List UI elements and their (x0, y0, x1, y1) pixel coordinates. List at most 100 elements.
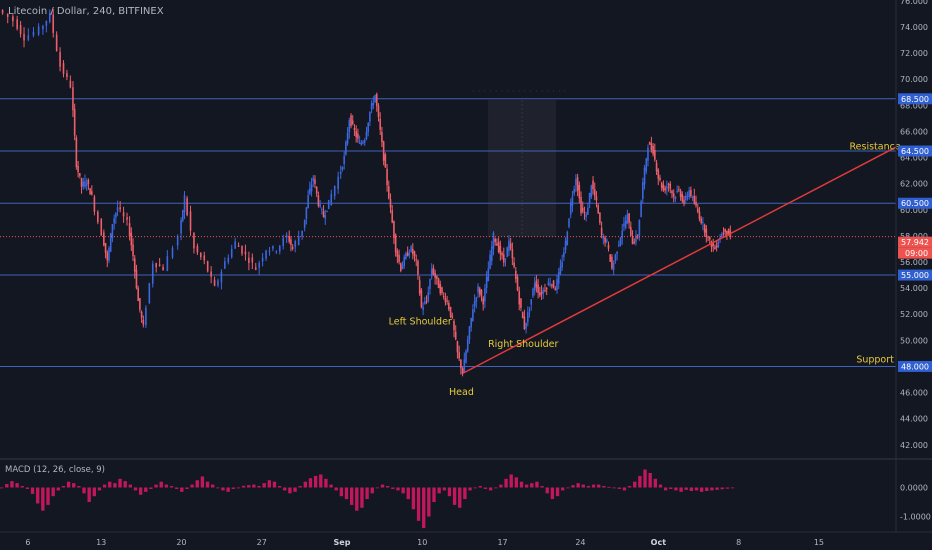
annotation-label[interactable]: Right Shoulder (488, 339, 558, 350)
candle-body (674, 196, 677, 200)
time-axis[interactable]: 6 13 20 27 Sep 10 17 24 Oct 8 15 (0, 531, 932, 547)
candle-body (642, 182, 644, 199)
macd-bar (478, 486, 483, 488)
candle-body (353, 128, 356, 131)
macd-bar (422, 487, 426, 529)
candle-body (362, 141, 364, 144)
candle-body (291, 247, 294, 249)
candle-body (473, 301, 476, 307)
candle-body (75, 137, 78, 168)
candle-body (494, 238, 497, 243)
macd-bar (375, 487, 380, 489)
price-tick-label: 76.000 (900, 0, 928, 6)
candle-body (357, 133, 359, 139)
macd-bar (715, 487, 719, 490)
candle-body (554, 288, 557, 291)
candle-body (717, 242, 720, 247)
candle-body (405, 253, 407, 259)
macd-bar (566, 487, 570, 489)
horizontal-levels (0, 98, 896, 367)
macd-bar (236, 487, 241, 489)
candle-body (444, 298, 447, 302)
annotation-label[interactable]: Support (856, 355, 894, 366)
candle-body (492, 232, 495, 249)
candle-body (272, 246, 274, 249)
candle-body (122, 212, 125, 217)
candle-body (93, 196, 96, 212)
time-tick-label: 17 (497, 538, 507, 547)
trendline[interactable] (463, 146, 897, 374)
macd-bar (391, 487, 395, 489)
candle-body (676, 191, 678, 193)
candle-body (588, 193, 591, 204)
candle-body (425, 301, 428, 303)
annotation-label[interactable]: Resistance (850, 142, 901, 153)
candle-body (508, 240, 510, 252)
candle-body (290, 239, 292, 246)
macd-bar (283, 487, 287, 491)
candle-body (1, 10, 4, 14)
price-tick-label: 46.000 (900, 389, 928, 398)
candle-body (133, 258, 136, 272)
candle-body (454, 331, 457, 340)
candle-body (681, 194, 684, 202)
candle-body (523, 316, 526, 329)
candle-body (45, 20, 48, 26)
candle-body (617, 244, 620, 246)
candle-body (724, 228, 727, 233)
highlight-box-caption: · · · · · · · · · · · · · · · · · (472, 87, 566, 97)
candle-body (475, 297, 478, 302)
candle-body (607, 244, 610, 249)
macd-bar (0, 487, 4, 489)
macd-bar (293, 487, 297, 492)
candle-body (578, 184, 581, 199)
candle-body (513, 262, 515, 267)
price-axis[interactable]: 76.000 74.000 72.000 70.000 68.000 66.000 64.0… (895, 0, 932, 532)
candle-body (126, 217, 128, 220)
candle-body (32, 31, 35, 36)
time-axis-ticks: 6 13 20 27 Sep 10 17 24 Oct 8 15 (25, 538, 824, 547)
candle-body (396, 251, 399, 257)
macd-bar (344, 487, 349, 500)
candle-body (258, 262, 260, 268)
candle-body (322, 211, 325, 217)
macd-bar (277, 486, 282, 488)
candle-body (399, 263, 402, 271)
macd-bar (540, 486, 544, 488)
macd-bar (504, 478, 508, 488)
candle-body (84, 180, 86, 187)
macd-bar (319, 474, 323, 488)
level-tag-label: 68.500 (901, 95, 929, 104)
level-tag-label: 48.000 (901, 362, 929, 371)
candle-body (69, 80, 72, 88)
candle-body (213, 279, 216, 286)
candle-body (437, 278, 440, 289)
annotation-label[interactable]: Left Shoulder (389, 317, 452, 328)
macd-bar (370, 487, 374, 494)
candle-body (509, 243, 512, 249)
candle-body (309, 188, 311, 194)
macd-bar (442, 487, 446, 491)
macd-bar (25, 487, 30, 489)
candle-body (139, 298, 141, 310)
candle-body (446, 300, 448, 302)
macd-bar (720, 487, 724, 490)
macd-bar (149, 487, 153, 489)
candle-body (410, 246, 412, 252)
candle-body (389, 199, 392, 208)
candle-body (722, 232, 725, 234)
macd-bar (108, 481, 112, 488)
candle-body (310, 184, 313, 192)
macd-histogram (0, 469, 735, 529)
macd-bar (66, 481, 71, 488)
candle-body (182, 210, 184, 221)
candle-body (91, 191, 93, 195)
candle-body (12, 16, 14, 22)
candle-body (477, 286, 479, 293)
candle-body (275, 251, 278, 253)
macd-bar (118, 478, 122, 488)
candle-body (100, 219, 103, 236)
annotation-label[interactable]: Head (449, 387, 474, 398)
candle-body (635, 235, 637, 243)
level-tag (898, 197, 932, 209)
